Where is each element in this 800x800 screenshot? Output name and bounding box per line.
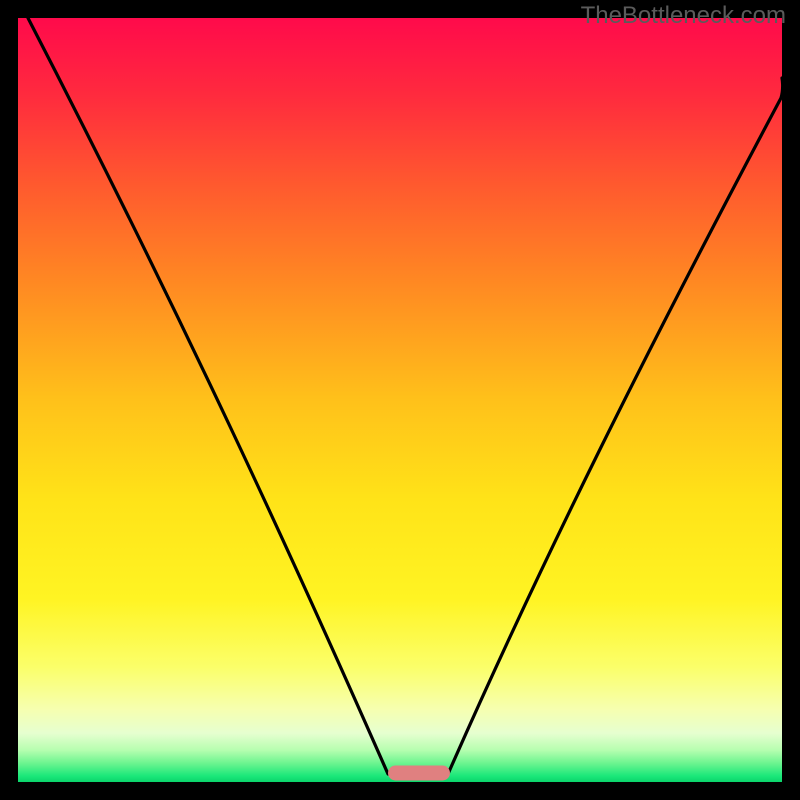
bottleneck-curve <box>18 18 782 782</box>
bottleneck-curve-path <box>28 18 782 774</box>
sweet-spot-marker <box>388 765 450 780</box>
chart-stage: TheBottleneck.com <box>0 0 800 800</box>
attribution-label: TheBottleneck.com <box>581 2 786 30</box>
plot-area <box>18 18 782 782</box>
